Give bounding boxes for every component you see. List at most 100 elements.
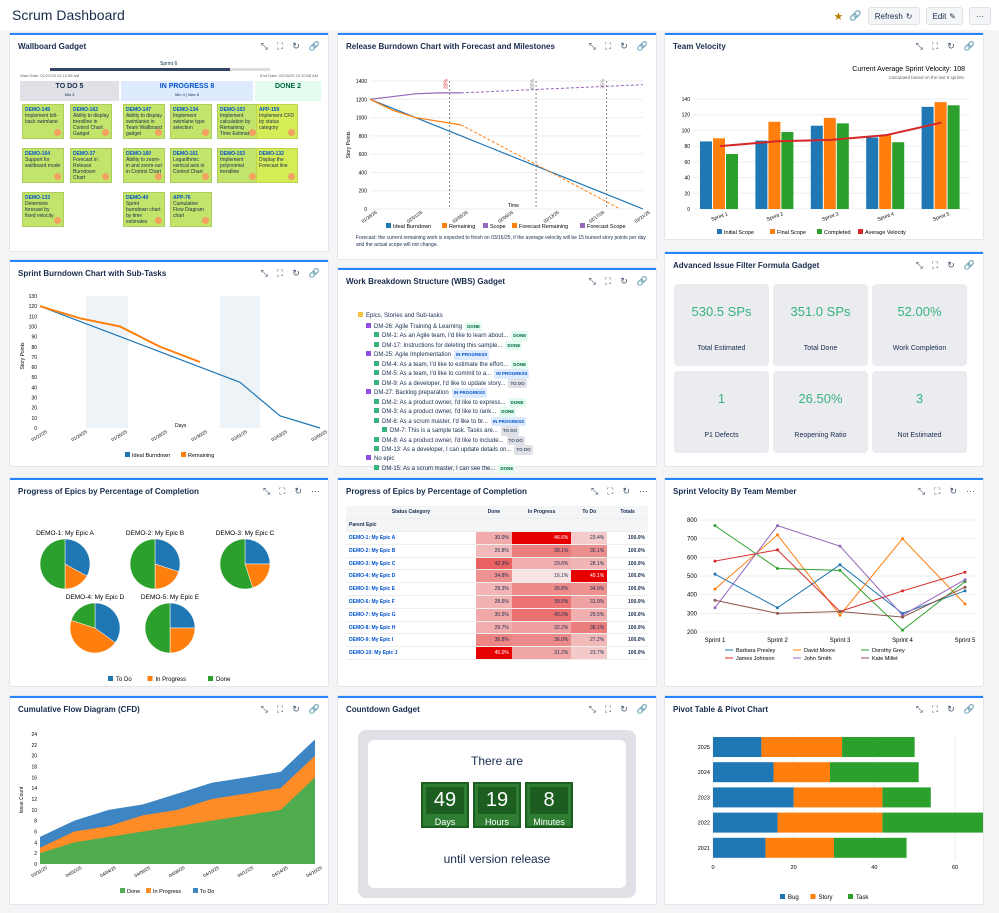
expand-icon[interactable]: ⛶ [931, 703, 939, 714]
wallboard-card[interactable]: DEMO-147 Ability to display swimlanes in … [123, 104, 165, 139]
refresh-icon[interactable]: ↻ [620, 40, 628, 51]
collapse-icon[interactable]: ⤡ [588, 275, 596, 286]
refresh-icon[interactable]: ↻ [947, 703, 955, 714]
refresh-icon[interactable]: ↻ [949, 485, 957, 496]
wbs-row[interactable]: DM-3: As a product owner, I'd like to ra… [358, 407, 656, 417]
table-row[interactable]: DEMO-8: My Epic H 29.7% 32.2% 38.1% 100.0% [346, 621, 648, 635]
table-row[interactable]: DEMO-1: My Epic A 30.0% 46.6% 23.4% 100.0% [346, 531, 648, 545]
refresh-button[interactable]: Refresh ↻ [867, 7, 920, 25]
expand-icon[interactable]: ⛶ [931, 259, 939, 270]
refresh-icon[interactable]: ↻ [620, 703, 628, 714]
edit-button[interactable]: Edit ✎ [925, 7, 963, 25]
collapse-icon[interactable]: ⤡ [588, 703, 596, 714]
more-button[interactable]: ··· [969, 7, 991, 25]
collapse-icon[interactable]: ⤡ [260, 267, 268, 278]
wallboard-card[interactable]: APP-159 Implement CFD by status category [256, 104, 298, 139]
wallboard-card[interactable]: DEMO-132 Display the Forecast line [256, 148, 298, 183]
more-icon[interactable]: ··· [311, 485, 320, 496]
expand-icon[interactable]: ⛶ [604, 703, 612, 714]
expand-icon[interactable]: ⛶ [279, 485, 286, 496]
collapse-icon[interactable]: ⤡ [262, 485, 271, 496]
wbs-row[interactable]: DM-7: This is a sample task. Tasks are..… [358, 426, 656, 436]
link-icon[interactable]: 🔗 [963, 703, 975, 714]
refresh-icon[interactable]: ↻ [947, 259, 955, 270]
wbs-row[interactable]: DM-8: As a product owner, I'd like to in… [358, 435, 656, 445]
link-icon[interactable]: 🔗 [963, 259, 975, 270]
more-icon[interactable]: ··· [639, 485, 648, 496]
wallboard-card[interactable]: APP-76 Cumulative Flow Diagram chart [170, 192, 212, 227]
expand-icon[interactable]: ⛶ [276, 267, 284, 278]
star-icon[interactable]: ★ [833, 10, 844, 23]
wbs-row[interactable]: DM-9: As a developer, I'd like to update… [358, 378, 656, 388]
wbs-row[interactable]: DM-6: As a scrum master, I'd like to br.… [358, 416, 656, 426]
wallboard-card[interactable]: DEMO-40 Sprint burndown chart by time est… [123, 192, 165, 227]
wbs-row[interactable]: Epics, Stories and Sub-tasks [358, 312, 656, 322]
link-icon[interactable]: 🔗 [308, 40, 320, 51]
link-icon[interactable]: 🔗 [963, 40, 975, 51]
expand-icon[interactable]: ⛶ [276, 703, 284, 714]
expand-icon[interactable]: ⛶ [604, 40, 612, 51]
collapse-icon[interactable]: ⤡ [915, 40, 923, 51]
table-row[interactable]: DEMO-4: My Epic D 34.8% 16.1% 49.1% 100.0% [346, 569, 648, 584]
wallboard-card[interactable]: DEMO-161 Logarithmic vertical axis in Con… [170, 148, 212, 183]
wbs-row[interactable]: DM-17: Instructions for deleting this sa… [358, 340, 656, 350]
wbs-row[interactable]: DM-1: As an Agile team, I'd like to lear… [358, 331, 656, 341]
expand-icon[interactable]: ⛶ [931, 40, 939, 51]
refresh-icon[interactable]: ↻ [294, 485, 302, 496]
wbs-row[interactable]: DM-27: Backlog preparation IN PROGRESS [358, 388, 656, 398]
table-row[interactable]: DEMO-7: My Epic G 30.5% 40.0% 29.5% 100.0% [346, 608, 648, 622]
wbs-row[interactable]: DM-26: Agile Training & Learning DONE [358, 321, 656, 331]
refresh-icon[interactable]: ↻ [620, 275, 628, 286]
refresh-icon[interactable]: ↻ [622, 485, 630, 496]
refresh-icon[interactable]: ↻ [292, 40, 300, 51]
link-icon[interactable]: 🔗 [308, 703, 320, 714]
link-icon[interactable]: 🔗 [849, 10, 862, 22]
wbs-row[interactable]: DM-15: As a scrum master, I can see the.… [358, 464, 656, 474]
wallboard-card[interactable]: DEMO-162 Ability to display trendline in … [70, 104, 112, 139]
more-icon[interactable]: ··· [966, 485, 975, 496]
y-tick: 300 [687, 611, 698, 617]
table-row[interactable]: DEMO-2: My Epic B 26.8% 38.1% 35.1% 100.0% [346, 544, 648, 558]
expand-icon[interactable]: ⛶ [276, 40, 284, 51]
wallboard-card[interactable]: DEMO-133 Determine forecast by fixed velo… [22, 192, 64, 227]
collapse-icon[interactable]: ⤡ [588, 40, 596, 51]
expand-icon[interactable]: ⛶ [604, 275, 612, 286]
wallboard-card[interactable]: DEMO-160 Ability to zoom-in and zoom-out … [123, 148, 165, 183]
table-row[interactable]: DEMO-9: My Epic I 36.8% 36.0% 27.2% 100.0% [346, 633, 648, 648]
card-summary: Sprint burndown chart by time estimates [126, 201, 161, 225]
wbs-row[interactable]: DM-25: Agile Implementation IN PROGRESS [358, 350, 656, 360]
collapse-icon[interactable]: ⤡ [915, 259, 923, 270]
wallboard-card[interactable]: DEMO-149 Implement bill-back swimlane [22, 104, 64, 139]
link-icon[interactable]: 🔗 [636, 40, 648, 51]
wbs-row[interactable]: DM-2: As a product owner, I'd like to ex… [358, 397, 656, 407]
collapse-icon[interactable]: ⤡ [260, 703, 268, 714]
collapse-icon[interactable]: ⤡ [917, 485, 926, 496]
wbs-row[interactable]: No epic [358, 454, 656, 465]
link-icon[interactable]: 🔗 [636, 275, 648, 286]
expand-icon[interactable]: ⛶ [607, 485, 614, 496]
table-row[interactable]: DEMO-6: My Epic F 28.6% 39.5% 31.9% 100.0% [346, 595, 648, 609]
collapse-icon[interactable]: ⤡ [915, 703, 923, 714]
link-icon[interactable]: 🔗 [636, 703, 648, 714]
collapse-icon[interactable]: ⤡ [590, 485, 599, 496]
wallboard-card[interactable]: DEMO-134 Implement swimlane type selectio… [170, 104, 212, 139]
x-tick: 04/16/25 [305, 865, 323, 878]
wallboard-card[interactable]: DEMO-164 Support for wallboard mode [22, 148, 64, 183]
table-row[interactable]: DEMO-3: My Epic C 42.3% 29.6% 28.1% 100.0% [346, 557, 648, 571]
wbs-row[interactable]: DM-13: As a developer, I can update deta… [358, 445, 656, 455]
expand-icon[interactable]: ⛶ [934, 485, 941, 496]
refresh-icon[interactable]: ↻ [292, 267, 300, 278]
wallboard-card[interactable]: DEMO-163 Implement calculation by Remaini… [217, 104, 259, 139]
link-icon[interactable]: 🔗 [308, 267, 320, 278]
refresh-icon[interactable]: ↻ [947, 40, 955, 51]
x-tick: Sprint 5 [955, 638, 976, 644]
refresh-icon[interactable]: ↻ [292, 703, 300, 714]
wallboard-card[interactable]: DEMO-153 Implement polynomial trendline [217, 148, 259, 183]
wallboard-card[interactable]: DEMO-37 Forecast in Release Burndown Char… [70, 148, 112, 183]
wbs-row[interactable]: DM-4: As a team, I'd like to estimate th… [358, 359, 656, 369]
table-row[interactable]: DEMO-5: My Epic E 28.3% 35.8% 34.9% 100.0% [346, 582, 648, 597]
table-row[interactable]: DEMO-10: My Epic J 45.0% 31.2% 23.7% 100.0% [346, 646, 648, 661]
collapse-icon[interactable]: ⤡ [260, 40, 268, 51]
wbs-row[interactable]: DM-5: As a team, I'd like to commit to a… [358, 369, 656, 379]
avatar [155, 217, 162, 224]
